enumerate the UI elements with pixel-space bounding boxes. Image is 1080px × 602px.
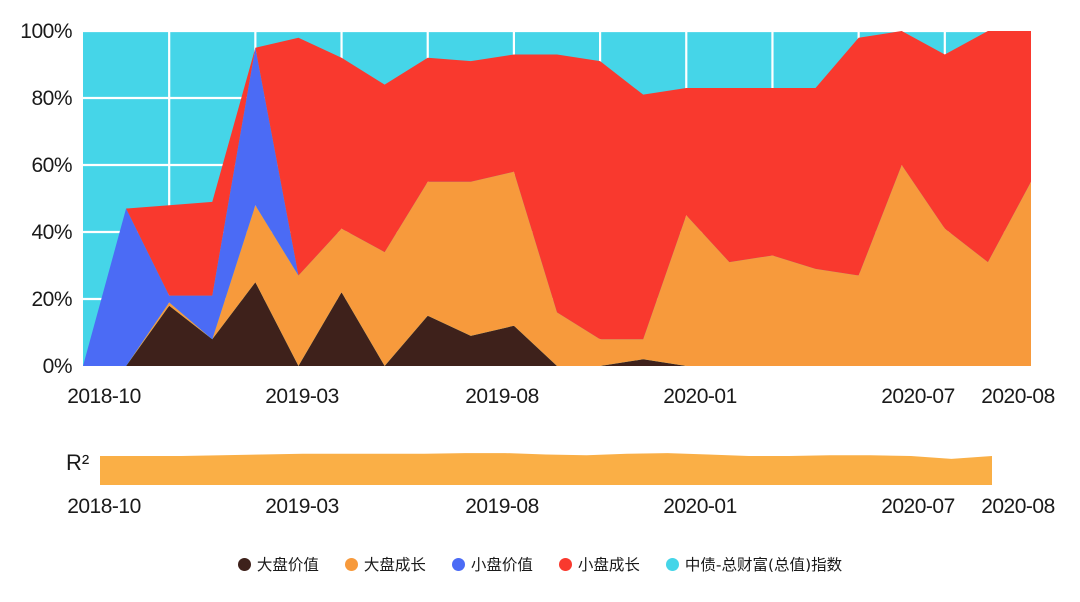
x-axis-tick-main-3: 2020-01	[663, 385, 737, 408]
r2-label-text: R²	[66, 450, 90, 475]
circle-marker-icon	[451, 557, 465, 571]
legend-item-label: 大盘成长	[363, 556, 426, 574]
x-axis-tick-main-4: 2020-07	[881, 385, 955, 408]
y-axis-tick-20: 20%	[31, 288, 72, 311]
y-axis-tick-40: 40%	[31, 221, 72, 244]
x-axis-tick-main-1: 2019-03	[265, 385, 339, 408]
y-axis-tick-60: 60%	[31, 154, 72, 177]
stacked-area-chart	[83, 31, 1031, 366]
x-axis-tick-r2-0: 2018-10	[67, 495, 141, 518]
x-axis-tick-r2-5: 2020-08	[981, 495, 1055, 518]
x-axis-tick-r2-4: 2020-07	[881, 495, 955, 518]
chart-legend: 大盘价值 大盘成长 小盘价值 小盘成长 中债-总财富(总值)指数	[0, 548, 1080, 580]
circle-marker-icon	[237, 557, 251, 571]
y-axis-tick-0: 0%	[42, 355, 73, 378]
legend-item-label: 大盘价值	[256, 556, 319, 574]
r2-label: R²	[66, 450, 89, 476]
legend-item-4[interactable]: 中债-总财富(总值)指数	[665, 553, 843, 575]
legend-item-1[interactable]: 大盘成长	[344, 553, 426, 575]
legend-item-label: 中债-总财富(总值)指数	[684, 556, 843, 574]
area-series-3	[83, 31, 1031, 366]
circle-marker-icon	[665, 557, 679, 571]
circle-marker-icon	[558, 557, 572, 571]
legend-item-2[interactable]: 小盘价值	[451, 553, 533, 575]
area-series-2	[83, 47, 1031, 366]
r2-area	[100, 453, 992, 485]
legend-item-label: 小盘价值	[470, 556, 533, 574]
x-axis-tick-main-2: 2019-08	[465, 385, 539, 408]
area-series-0	[83, 282, 1031, 366]
x-axis-tick-r2-2: 2019-08	[465, 495, 539, 518]
x-axis-tick-main-5: 2020-08	[981, 385, 1055, 408]
legend-item-3[interactable]: 小盘成长	[558, 553, 640, 575]
r2-area-chart	[100, 453, 992, 485]
area-series-1	[83, 165, 1031, 366]
x-axis-tick-main-0: 2018-10	[67, 385, 141, 408]
legend-item-label: 小盘成长	[577, 556, 640, 574]
x-axis-tick-r2-3: 2020-01	[663, 495, 737, 518]
y-axis-tick-100: 100%	[20, 20, 72, 43]
x-axis-tick-r2-1: 2019-03	[265, 495, 339, 518]
y-axis-tick-80: 80%	[31, 87, 72, 110]
legend-item-0[interactable]: 大盘价值	[237, 553, 319, 575]
circle-marker-icon	[344, 557, 358, 571]
